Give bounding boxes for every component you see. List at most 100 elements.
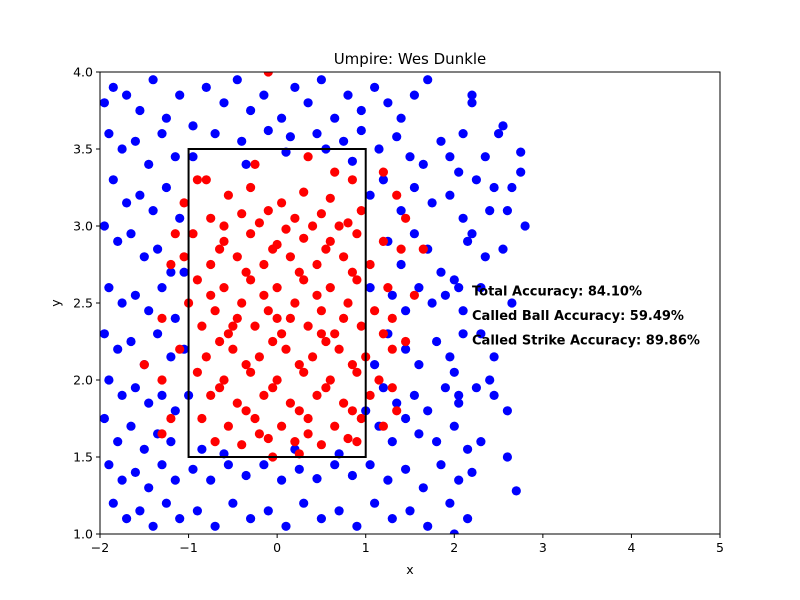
data-point [383,98,393,108]
data-point [303,321,313,331]
data-point [268,383,278,393]
data-point [104,375,114,385]
data-point [241,470,251,481]
data-point [387,313,397,323]
data-point [409,290,419,300]
data-point [339,136,349,146]
data-point [312,474,322,484]
data-point [241,267,251,277]
data-point [130,290,140,300]
data-point [237,136,247,146]
data-point [445,352,455,362]
data-point [100,413,109,424]
data-point [370,360,380,370]
data-point [352,275,362,285]
data-point [259,90,269,100]
data-point [210,306,220,316]
data-point [387,514,397,524]
data-point [157,129,167,139]
data-point [263,433,273,444]
data-point [223,460,233,470]
data-point [374,375,384,385]
data-point [396,244,406,254]
data-point [232,398,242,408]
strike-zone-box [187,148,367,458]
data-point [423,406,433,416]
data-point [458,306,468,316]
data-point [259,390,269,400]
data-point [409,90,419,100]
data-point [365,190,375,200]
data-point [316,306,326,316]
data-point [308,221,318,231]
data-point [206,290,216,300]
data-point [223,421,233,431]
data-point [480,252,490,262]
data-point [334,221,344,231]
data-point [405,152,415,162]
data-point [281,521,291,531]
data-point [370,306,380,316]
data-point [396,113,406,123]
y-tick-label: 4.0 [73,65,93,80]
data-point [215,383,225,393]
data-point [153,244,163,254]
data-point [153,329,163,339]
data-point [219,283,229,293]
data-point [334,506,344,516]
data-point [489,390,499,400]
data-point [246,367,256,377]
data-point [219,221,229,231]
data-point [458,329,468,339]
data-point [467,98,477,108]
data-point [188,152,198,162]
data-point [263,125,273,136]
data-point [263,206,273,216]
data-point [387,437,397,447]
data-point [206,213,216,223]
data-point [427,198,437,208]
data-point [299,187,309,197]
data-point [104,283,114,293]
data-point [228,321,238,331]
data-point [192,175,202,185]
data-point [294,406,304,416]
data-point [104,129,114,139]
data-point [365,283,375,293]
data-point [148,75,158,85]
data-point [405,506,415,516]
plot-area: −2 −1 0 1 2 3 4 5 1.0 1.5 2.0 2.5 3.0 3.5 4.0 Total Acc… [73,65,724,556]
x-tick-label: −2 [91,540,109,555]
data-point [175,90,185,100]
data-point [130,136,140,146]
data-point [432,336,442,347]
data-point [259,259,269,270]
data-point [144,159,154,169]
data-point [401,306,411,316]
data-point [139,360,149,370]
data-point [449,421,459,431]
data-point [268,336,278,347]
data-point [272,375,282,385]
accuracy-annotation: Total Accuracy: 84.10% [472,284,642,299]
data-point [325,283,335,293]
data-point [277,198,287,208]
data-point [117,390,127,400]
data-point [511,486,521,496]
data-point [241,360,251,370]
data-point [440,383,450,393]
data-point [228,498,238,508]
data-point [232,75,242,85]
data-point [259,460,269,470]
data-point [436,267,446,277]
accuracy-annotation: Called Strike Accuracy: 89.86% [472,334,700,349]
y-tick-label: 2.0 [73,373,93,388]
data-point [246,229,256,239]
x-axis-label: x [406,562,413,577]
data-point [166,413,176,424]
data-point [445,152,455,162]
data-point [343,218,353,228]
data-point [418,483,428,493]
chart-title: Umpire: Wes Dunkle [334,50,487,68]
data-point [387,344,397,354]
